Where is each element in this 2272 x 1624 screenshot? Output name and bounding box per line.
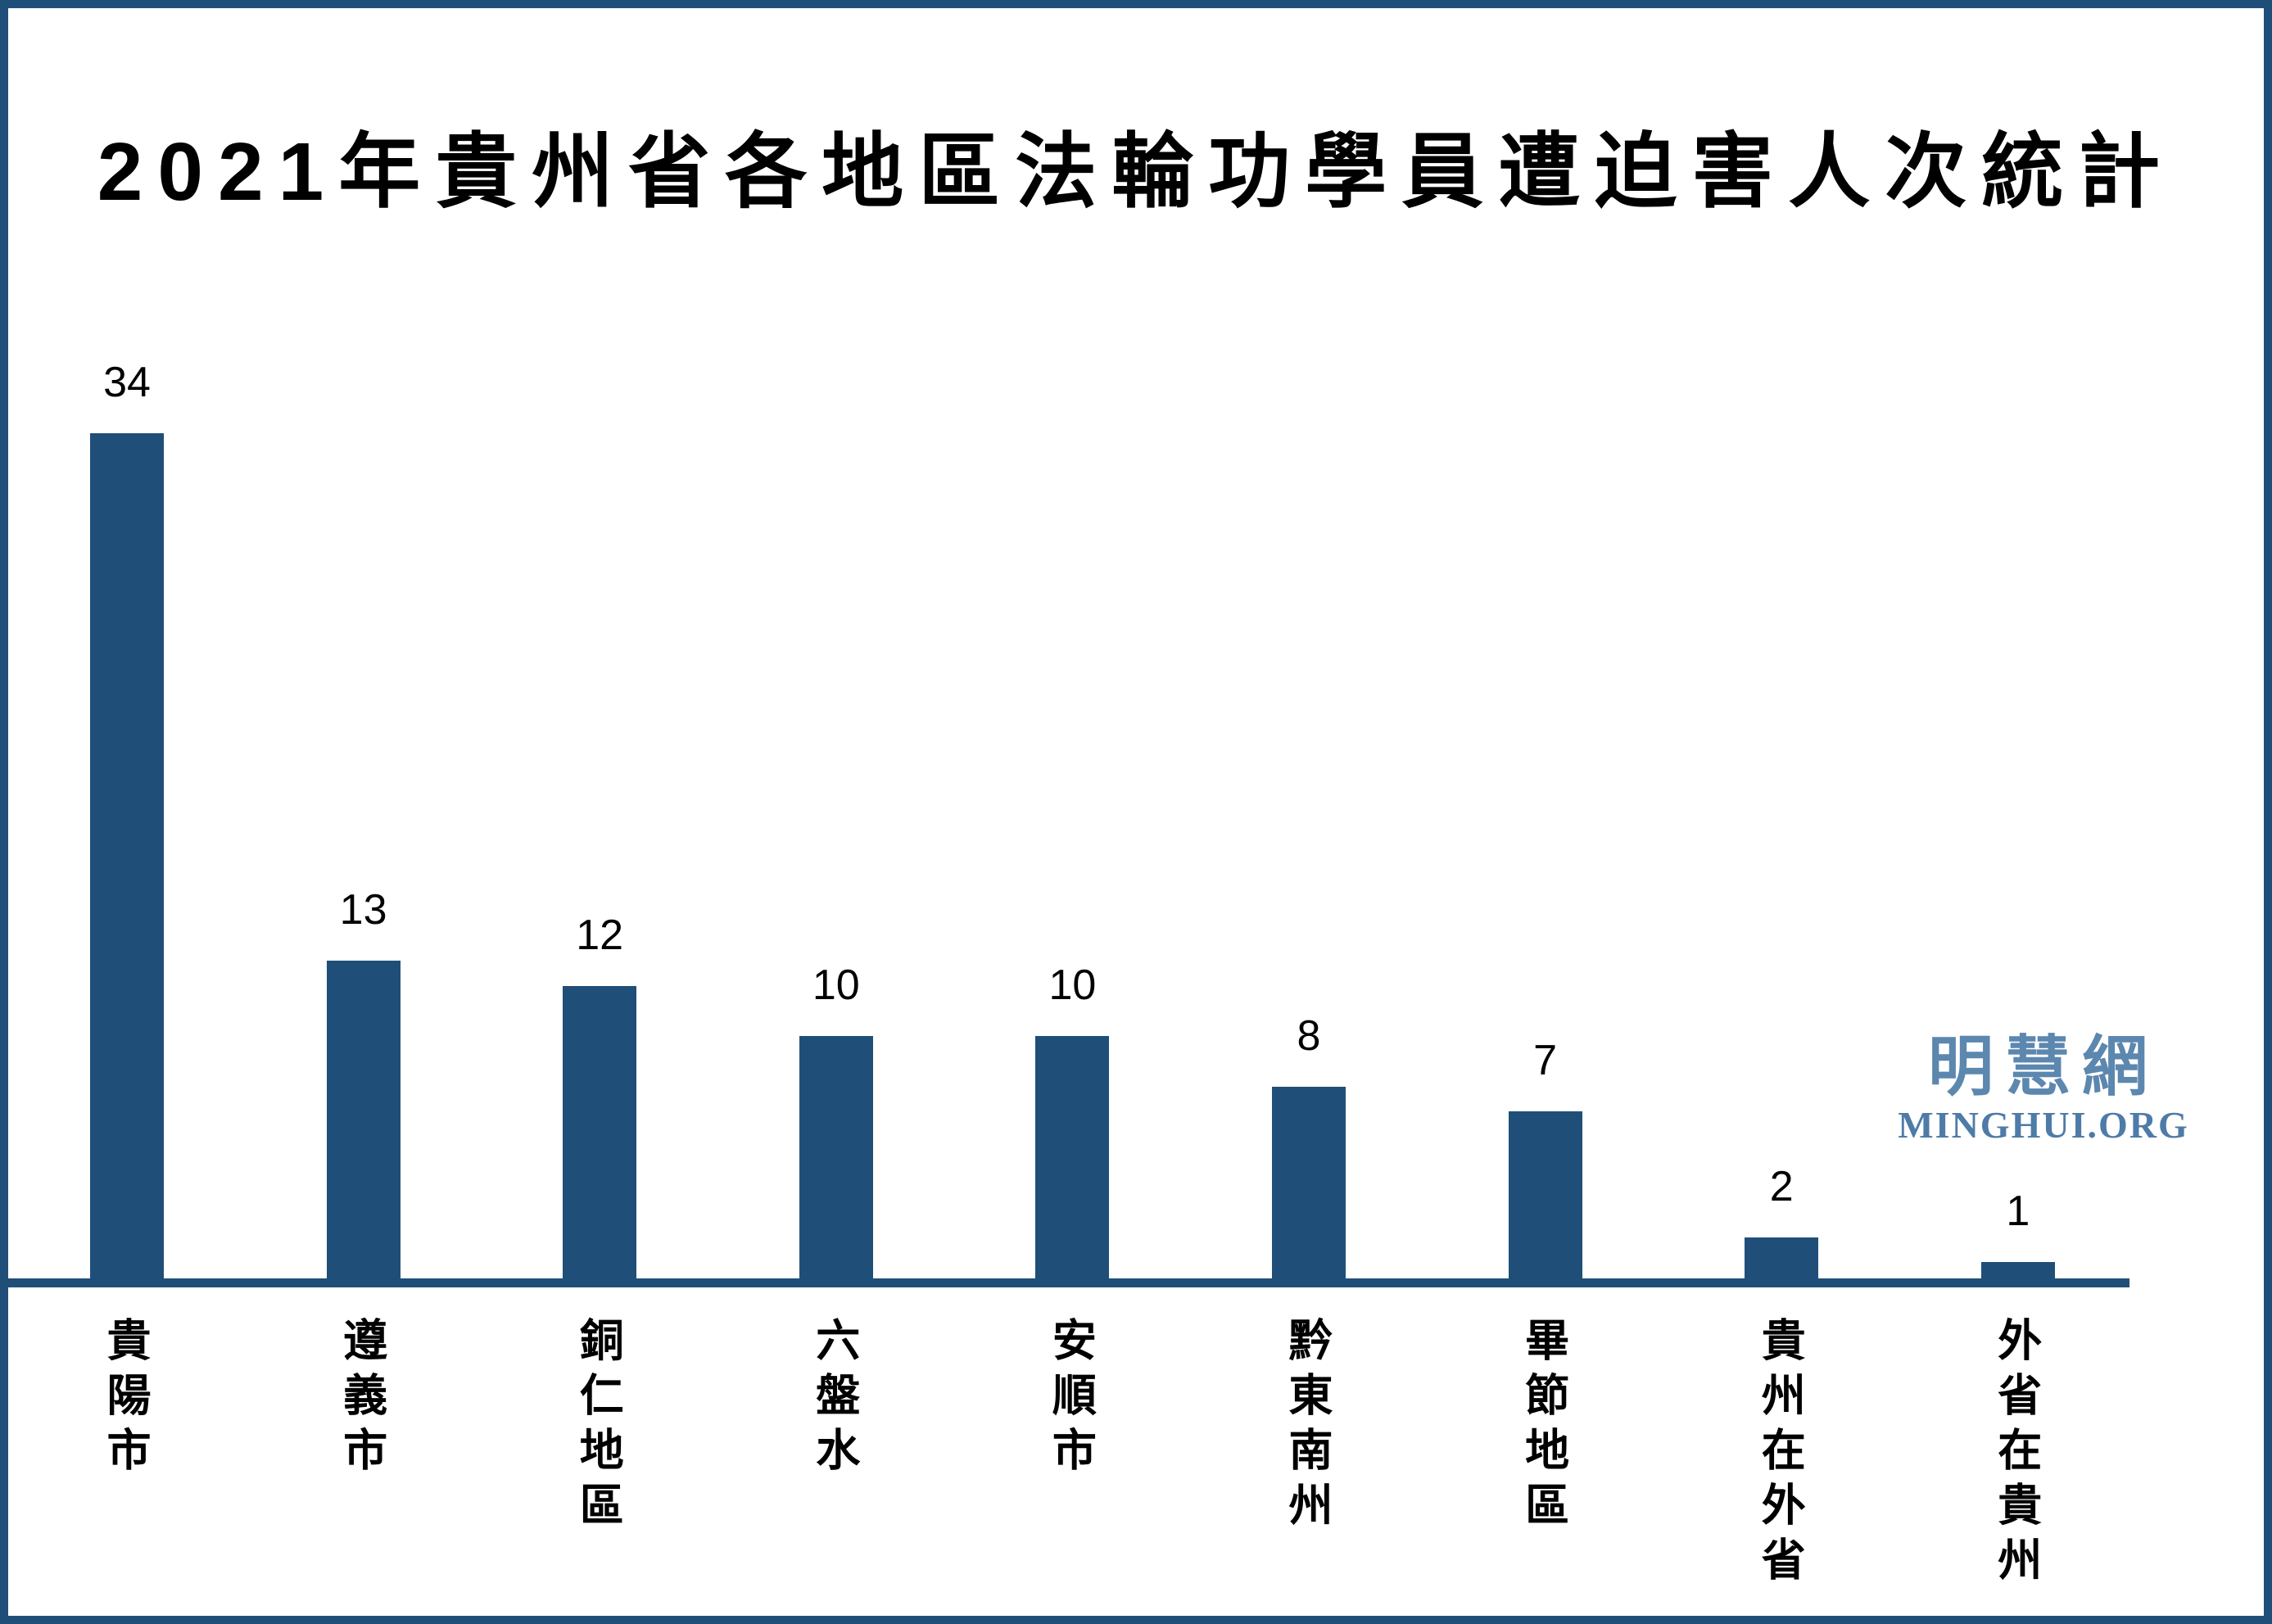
bar bbox=[1035, 1036, 1110, 1287]
bar-value-label: 34 bbox=[103, 359, 151, 406]
bar-category-label: 貴陽市 bbox=[100, 1317, 149, 1482]
bar-value-label: 1 bbox=[2006, 1187, 2030, 1235]
bar-category-label: 黔東南州 bbox=[1282, 1317, 1331, 1536]
bar-value-label: 8 bbox=[1297, 1012, 1321, 1060]
bar-category-label: 遵義市 bbox=[336, 1317, 386, 1482]
bar bbox=[326, 961, 401, 1287]
bar-category-label: 貴州在外省 bbox=[1754, 1317, 1804, 1591]
minghui-logo-cjk: 明慧網 bbox=[1928, 1030, 2159, 1103]
x-axis-baseline bbox=[8, 1278, 2129, 1287]
bar bbox=[799, 1036, 873, 1287]
bar bbox=[1508, 1111, 1582, 1287]
bar-value-label: 10 bbox=[1048, 961, 1097, 1009]
bar-value-label: 13 bbox=[339, 886, 387, 934]
bar-category-label: 六盤水 bbox=[808, 1317, 858, 1482]
minghui-logo: 明慧網 MINGHUI.ORG bbox=[1884, 1030, 2203, 1145]
bar bbox=[90, 433, 164, 1287]
bar-category-label: 銅仁地區 bbox=[573, 1317, 622, 1536]
chart-title: 2021年貴州省各地區法輪功學員遭迫害人次統計 bbox=[97, 126, 2175, 218]
bar-value-label: 7 bbox=[1533, 1037, 1558, 1084]
bar-value-label: 10 bbox=[812, 961, 860, 1009]
bar bbox=[563, 986, 637, 1287]
bar-category-label: 外省在貴州 bbox=[1990, 1317, 2040, 1591]
bar-category-label: 安順市 bbox=[1045, 1317, 1095, 1482]
bar bbox=[1272, 1087, 1346, 1287]
bar-value-label: 2 bbox=[1769, 1163, 1794, 1210]
minghui-logo-latin: MINGHUI.ORG bbox=[1898, 1104, 2189, 1146]
bar-category-label: 畢節地區 bbox=[1518, 1317, 1568, 1536]
bar-value-label: 12 bbox=[576, 912, 624, 959]
